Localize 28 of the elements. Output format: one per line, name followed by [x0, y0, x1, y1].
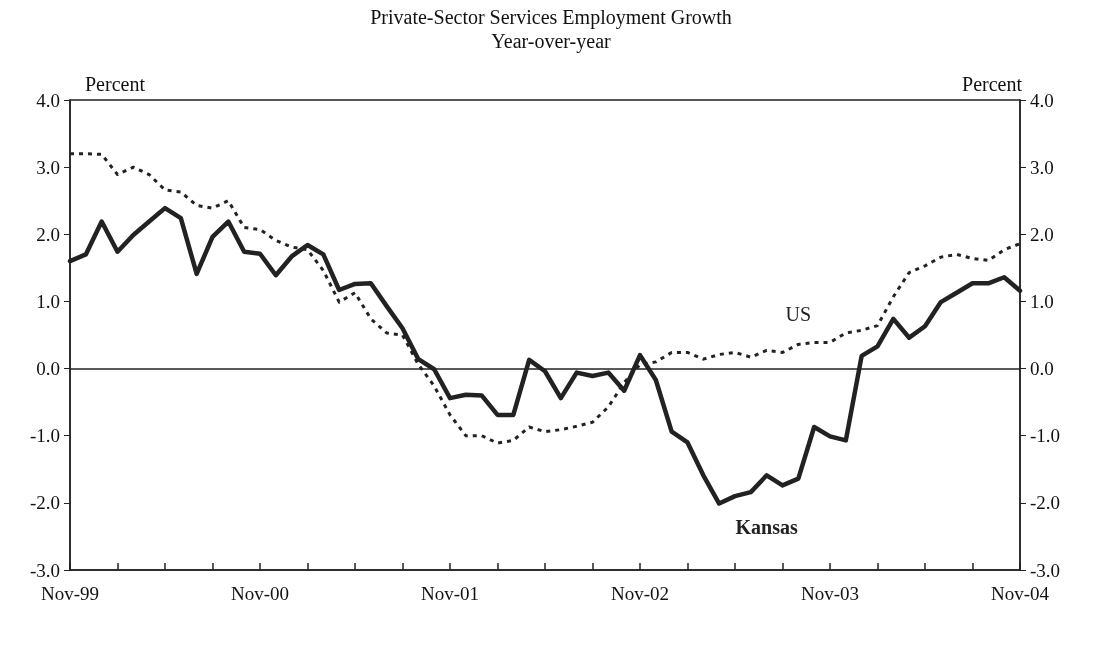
x-tick-label: Nov-03	[800, 583, 860, 604]
y-tick-label: 4.0	[36, 89, 60, 111]
y2-tick-label: -1.0	[1030, 425, 1061, 447]
y-tick-label: -2.0	[29, 492, 60, 514]
y2-tick-label: 0.0	[1030, 358, 1054, 380]
chart-subtitle: Year-over-year	[491, 30, 611, 53]
y2-tick-label: 4.0	[1030, 89, 1054, 111]
y-tick-label: -3.0	[29, 559, 60, 581]
y-tick-label: 1.0	[36, 290, 60, 312]
x-tick-label: Nov-01	[420, 583, 480, 604]
x-tick-label: Nov-02	[610, 583, 670, 604]
y2-tick-label: 2.0	[1030, 223, 1054, 245]
x-tick-label: Nov-04	[990, 583, 1050, 604]
y2-tick-label: 3.0	[1030, 156, 1054, 178]
chart-title: Private-Sector Services Employment Growth	[370, 6, 732, 29]
series-label: US	[785, 303, 812, 326]
y-axis-title: Percent	[85, 73, 146, 95]
y2-tick-label: -2.0	[1030, 492, 1061, 514]
y2-tick-label: 1.0	[1030, 290, 1054, 312]
y-tick-label: 0.0	[36, 358, 60, 380]
series-label: Kansas	[735, 516, 798, 539]
y-tick-label: 3.0	[36, 156, 60, 178]
y-tick-label: 2.0	[36, 223, 60, 245]
y2-axis-title: Percent	[962, 73, 1023, 95]
x-tick-label: Nov-99	[40, 583, 100, 604]
y2-tick-label: -3.0	[1030, 559, 1061, 581]
x-tick-label: Nov-00	[230, 583, 290, 604]
y-tick-label: -1.0	[29, 425, 60, 447]
